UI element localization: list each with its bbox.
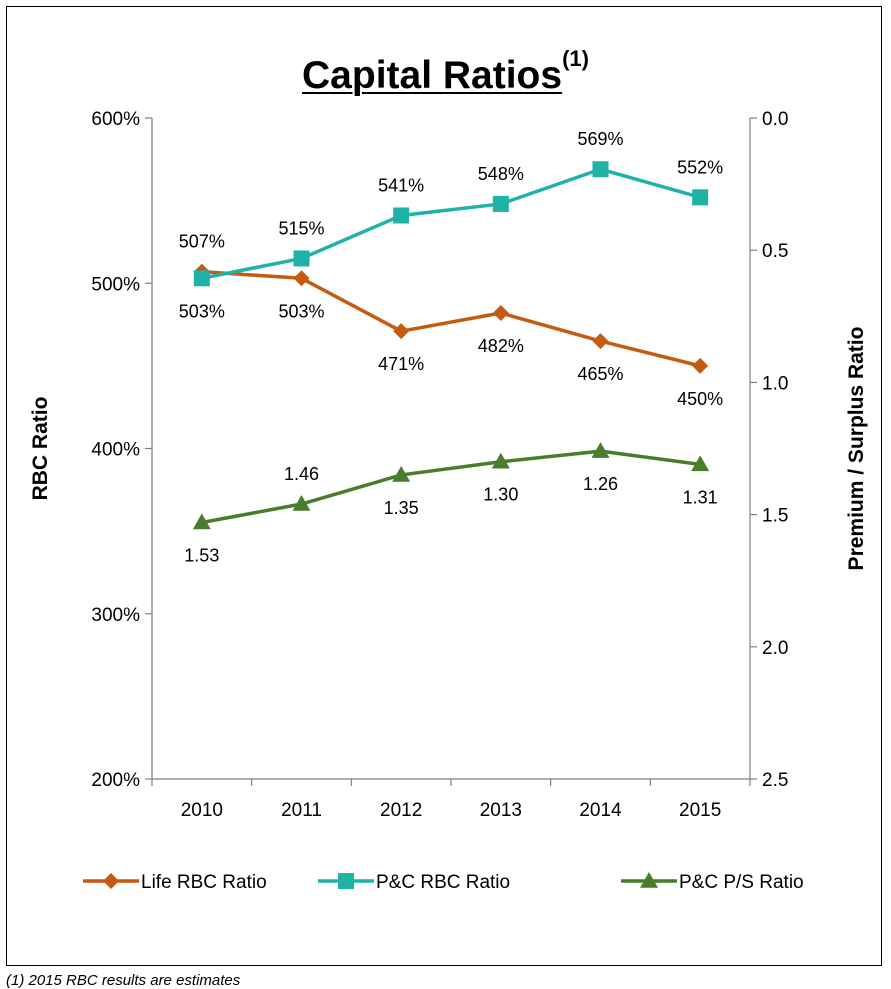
series-markers [192,161,710,530]
life-rbc-ratio-data-label: 465% [577,364,623,384]
p-c-p-s-ratio-line [201,449,701,525]
p-c-p-s-ratio-legend-label: P&C P/S Ratio [679,872,804,893]
right-y-tick-label: 1.5 [762,506,788,527]
chart-legend: Life RBC Ratio P&C RBC Ratio P&C P/S Ratio [83,872,804,893]
right-y-tick-label: 0.5 [762,241,788,262]
chart-title: Capital Ratios(1) [0,46,891,98]
p-c-rbc-ratio-data-label: 548% [478,164,524,184]
left-y-tick-label: 400% [91,440,140,461]
p-c-rbc-ratio-legend-marker [338,873,354,889]
right-y-tick-label: 2.0 [762,638,788,659]
p-c-p-s-ratio-point [691,455,710,472]
p-c-p-s-ratio-data-label: 1.46 [284,464,319,484]
p-c-p-s-ratio-data-label: 1.35 [384,498,419,518]
p-c-p-s-ratio-point [192,513,211,530]
life-rbc-ratio-point [592,333,609,350]
life-rbc-ratio-point [293,270,310,287]
p-c-rbc-ratio-data-label: 541% [378,175,424,195]
x-tick-label: 2015 [679,800,721,821]
data-labels: 507% 503% 471% 482% 465% 450% 503% 515% 541% 548%… [179,129,723,565]
chart-frame [6,6,882,966]
x-tick-label: 2012 [380,800,422,821]
left-y-tick-label: 600% [91,109,140,130]
p-c-rbc-ratio-data-label: 503% [179,301,225,321]
life-rbc-ratio-point [393,323,410,340]
life-rbc-ratio-data-label: 507% [179,232,225,252]
chart-title-text: Capital Ratios [302,54,563,97]
chart-axes: 200% 300% 400% 500% 600% 0.0 0.5 1.0 1.5 2.0 2.5 20… [29,109,868,821]
footnote: (1) 2015 RBC results are estimates [6,972,241,989]
p-c-rbc-ratio-point [692,189,709,206]
p-c-rbc-ratio-line [201,167,701,281]
left-y-tick-label: 300% [91,605,140,626]
p-c-rbc-ratio-point [193,270,210,287]
right-y-tick-label: 1.0 [762,373,788,394]
p-c-rbc-ratio-point [592,161,609,178]
p-c-p-s-ratio-legend-marker [640,872,658,888]
life-rbc-ratio-data-label: 503% [278,301,324,321]
p-c-p-s-ratio-data-label: 1.26 [583,474,618,494]
life-rbc-ratio-point [492,304,509,321]
life-rbc-ratio-data-label: 471% [378,354,424,374]
p-c-p-s-ratio-point [591,442,610,458]
left-y-axis-title: RBC Ratio [29,397,52,501]
right-y-tick-label: 0.0 [762,109,788,130]
x-tick-label: 2013 [480,800,522,821]
life-rbc-ratio-legend-label: Life RBC Ratio [141,872,267,893]
p-c-p-s-ratio-data-label: 1.53 [184,546,219,566]
life-rbc-ratio-data-label: 450% [677,389,723,409]
x-tick-label: 2010 [181,800,223,821]
left-y-tick-label: 200% [91,770,140,791]
x-tick-label: 2011 [281,800,322,821]
p-c-p-s-ratio-point [491,452,510,469]
p-c-rbc-ratio-data-label: 515% [278,218,324,238]
p-c-rbc-ratio-legend-label: P&C RBC Ratio [376,872,510,893]
p-c-p-s-ratio-point [392,465,411,482]
chart-title-superscript: (1) [562,46,589,71]
life-rbc-ratio-data-label: 482% [478,336,524,356]
life-rbc-ratio-legend-marker [103,873,119,889]
p-c-rbc-ratio-point [393,207,410,224]
p-c-p-s-ratio-point [292,495,311,511]
life-rbc-ratio-line [201,269,701,368]
p-c-p-s-ratio-data-label: 1.30 [483,485,518,505]
right-y-axis-title: Premium / Surplus Ratio [845,327,868,571]
right-y-tick-label: 2.5 [762,770,788,791]
x-tick-label: 2014 [579,800,622,821]
p-c-rbc-ratio-data-label: 569% [577,129,623,149]
left-y-tick-label: 500% [91,274,140,295]
p-c-p-s-ratio-data-label: 1.31 [683,487,718,507]
p-c-rbc-ratio-point [293,250,310,267]
series-lines [201,167,701,525]
p-c-rbc-ratio-data-label: 552% [677,157,723,177]
life-rbc-ratio-point [692,357,709,374]
p-c-rbc-ratio-point [492,195,509,212]
